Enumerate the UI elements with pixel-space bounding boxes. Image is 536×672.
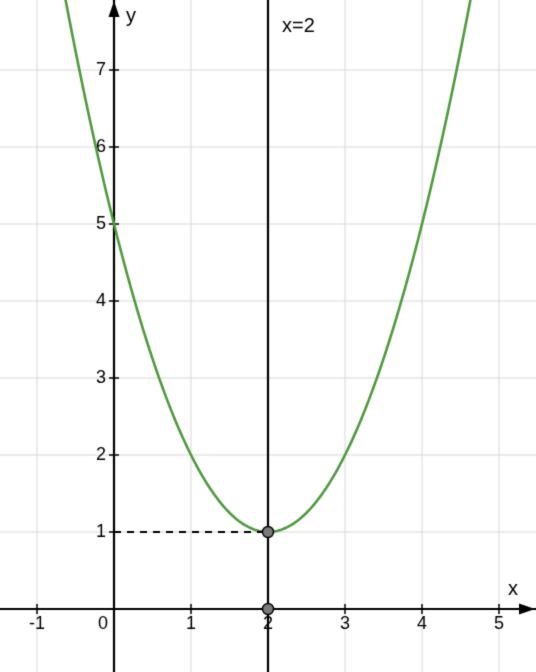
parabola-plot	[0, 0, 536, 672]
